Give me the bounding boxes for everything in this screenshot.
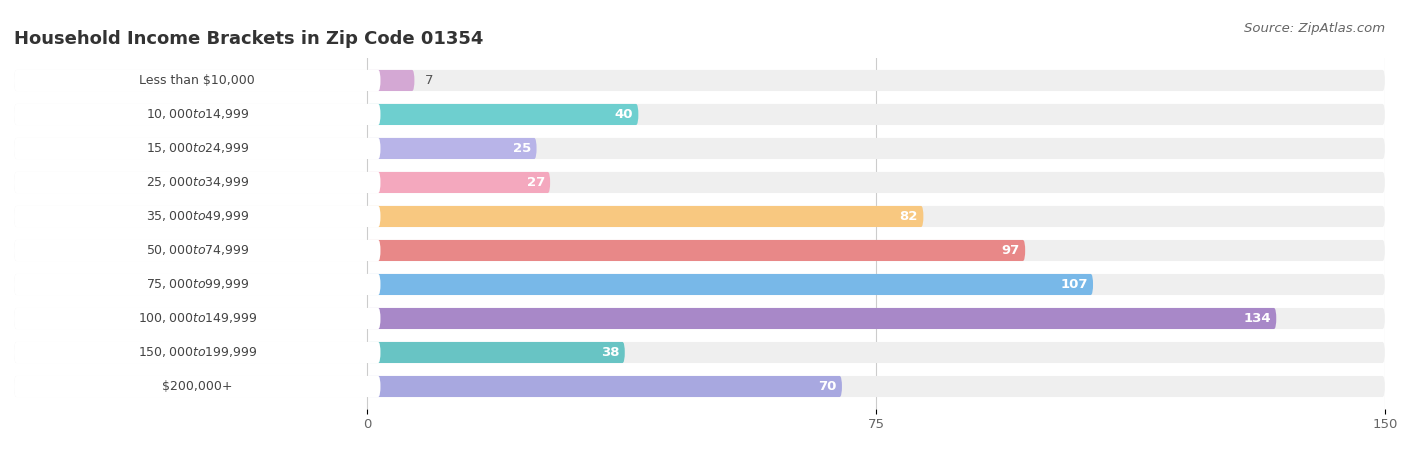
FancyBboxPatch shape (367, 172, 550, 193)
Text: $150,000 to $199,999: $150,000 to $199,999 (138, 345, 257, 360)
FancyBboxPatch shape (14, 342, 381, 363)
FancyBboxPatch shape (367, 342, 624, 363)
FancyBboxPatch shape (14, 206, 1385, 227)
FancyBboxPatch shape (367, 274, 1092, 295)
Text: $25,000 to $34,999: $25,000 to $34,999 (146, 176, 249, 189)
Text: Household Income Brackets in Zip Code 01354: Household Income Brackets in Zip Code 01… (14, 31, 484, 48)
Text: $35,000 to $49,999: $35,000 to $49,999 (146, 210, 249, 224)
FancyBboxPatch shape (367, 138, 537, 159)
FancyBboxPatch shape (14, 342, 1385, 363)
FancyBboxPatch shape (367, 70, 415, 91)
Text: Source: ZipAtlas.com: Source: ZipAtlas.com (1244, 22, 1385, 35)
Text: 134: 134 (1243, 312, 1271, 325)
FancyBboxPatch shape (367, 240, 1025, 261)
Text: 82: 82 (900, 210, 918, 223)
Text: $50,000 to $74,999: $50,000 to $74,999 (146, 243, 249, 257)
FancyBboxPatch shape (14, 240, 1385, 261)
Text: $100,000 to $149,999: $100,000 to $149,999 (138, 312, 257, 326)
Text: 27: 27 (526, 176, 544, 189)
FancyBboxPatch shape (14, 138, 1385, 159)
Text: 70: 70 (818, 380, 837, 393)
FancyBboxPatch shape (14, 308, 381, 329)
Text: 38: 38 (600, 346, 620, 359)
Text: $10,000 to $14,999: $10,000 to $14,999 (146, 107, 249, 122)
FancyBboxPatch shape (14, 104, 1385, 125)
FancyBboxPatch shape (14, 308, 1385, 329)
Text: 25: 25 (513, 142, 531, 155)
FancyBboxPatch shape (14, 376, 1385, 397)
Text: $200,000+: $200,000+ (162, 380, 232, 393)
FancyBboxPatch shape (14, 274, 381, 295)
Text: 107: 107 (1060, 278, 1088, 291)
FancyBboxPatch shape (14, 70, 1385, 91)
FancyBboxPatch shape (14, 172, 1385, 193)
FancyBboxPatch shape (14, 104, 381, 125)
Text: 97: 97 (1001, 244, 1019, 257)
FancyBboxPatch shape (14, 240, 381, 261)
FancyBboxPatch shape (367, 104, 638, 125)
FancyBboxPatch shape (14, 376, 381, 397)
FancyBboxPatch shape (367, 308, 1277, 329)
Text: 40: 40 (614, 108, 633, 121)
FancyBboxPatch shape (14, 206, 381, 227)
Text: 7: 7 (425, 74, 433, 87)
Text: $15,000 to $24,999: $15,000 to $24,999 (146, 141, 249, 155)
FancyBboxPatch shape (14, 274, 1385, 295)
Text: Less than $10,000: Less than $10,000 (139, 74, 254, 87)
Text: $75,000 to $99,999: $75,000 to $99,999 (146, 277, 249, 291)
FancyBboxPatch shape (14, 172, 381, 193)
FancyBboxPatch shape (367, 376, 842, 397)
FancyBboxPatch shape (14, 138, 381, 159)
FancyBboxPatch shape (14, 70, 381, 91)
FancyBboxPatch shape (367, 206, 924, 227)
